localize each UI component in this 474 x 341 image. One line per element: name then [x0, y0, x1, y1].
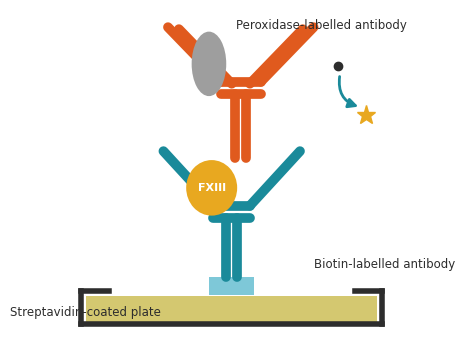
Bar [209, 277, 255, 295]
Text: Biotin-labelled antibody: Biotin-labelled antibody [314, 258, 455, 271]
Text: Peroxidase-labelled antibody: Peroxidase-labelled antibody [236, 19, 407, 32]
Text: FXIII: FXIII [198, 183, 226, 193]
Circle shape [186, 160, 237, 216]
Ellipse shape [191, 32, 226, 96]
Text: Streptavidin-coated plate: Streptavidin-coated plate [10, 306, 161, 319]
Bar [86, 296, 377, 324]
